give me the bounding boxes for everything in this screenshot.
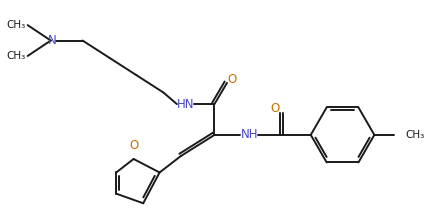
Text: O: O — [271, 102, 280, 115]
Text: CH₃: CH₃ — [405, 130, 425, 140]
Text: O: O — [227, 73, 236, 86]
Text: HN: HN — [177, 98, 194, 111]
Text: CH₃: CH₃ — [6, 51, 26, 61]
Text: O: O — [129, 139, 138, 152]
Text: CH₃: CH₃ — [6, 20, 26, 30]
Text: NH: NH — [241, 128, 258, 141]
Text: N: N — [48, 34, 57, 47]
